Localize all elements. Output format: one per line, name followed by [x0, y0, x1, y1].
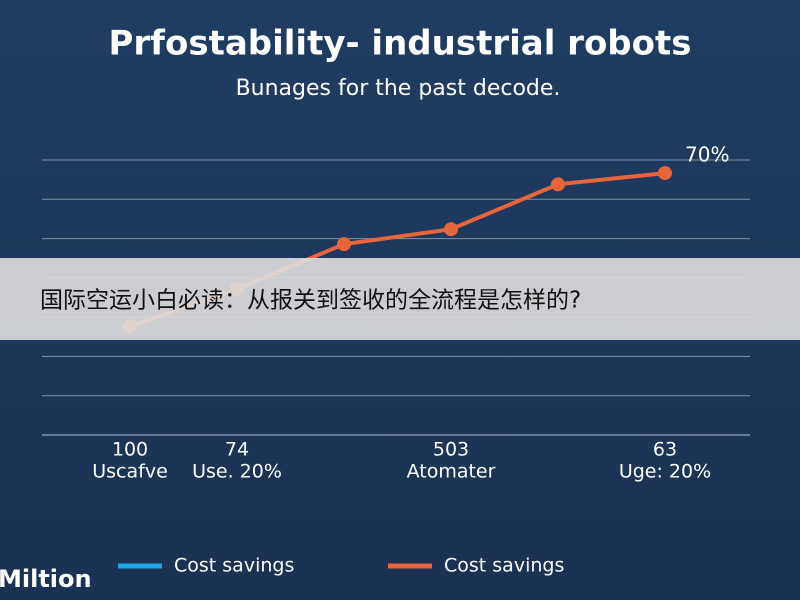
overlay: 国际空运小白必读：从报关到签收的全流程是怎样的?	[0, 258, 800, 340]
x-tick-sublabel: Use. 20%	[192, 461, 282, 483]
data-point	[444, 222, 458, 237]
chart-title: Prfostability- industrial robots	[109, 24, 692, 64]
x-tick-sublabel: Atomater	[407, 461, 496, 483]
legend-label: Cost savings	[444, 555, 564, 577]
x-tick-sublabel: Uscafve	[92, 461, 168, 483]
x-tick-label: 74	[225, 439, 249, 461]
banner-background	[0, 258, 800, 340]
chart-subtitle: Bunages for the past decode.	[236, 76, 561, 101]
x-tick-label: 503	[433, 439, 469, 461]
banner-text: 国际空运小白必读：从报关到签收的全流程是怎样的?	[40, 288, 581, 314]
annotation: 70%	[685, 143, 729, 167]
data-point	[658, 166, 672, 181]
data-point	[337, 237, 351, 252]
x-tick-label: 63	[653, 439, 677, 461]
data-point	[551, 177, 565, 192]
watermark: Miltion	[0, 565, 92, 593]
x-tick-sublabel: Uge: 20%	[619, 461, 711, 483]
legend-label: Cost savings	[174, 555, 294, 577]
x-tick-label: 100	[112, 439, 148, 461]
